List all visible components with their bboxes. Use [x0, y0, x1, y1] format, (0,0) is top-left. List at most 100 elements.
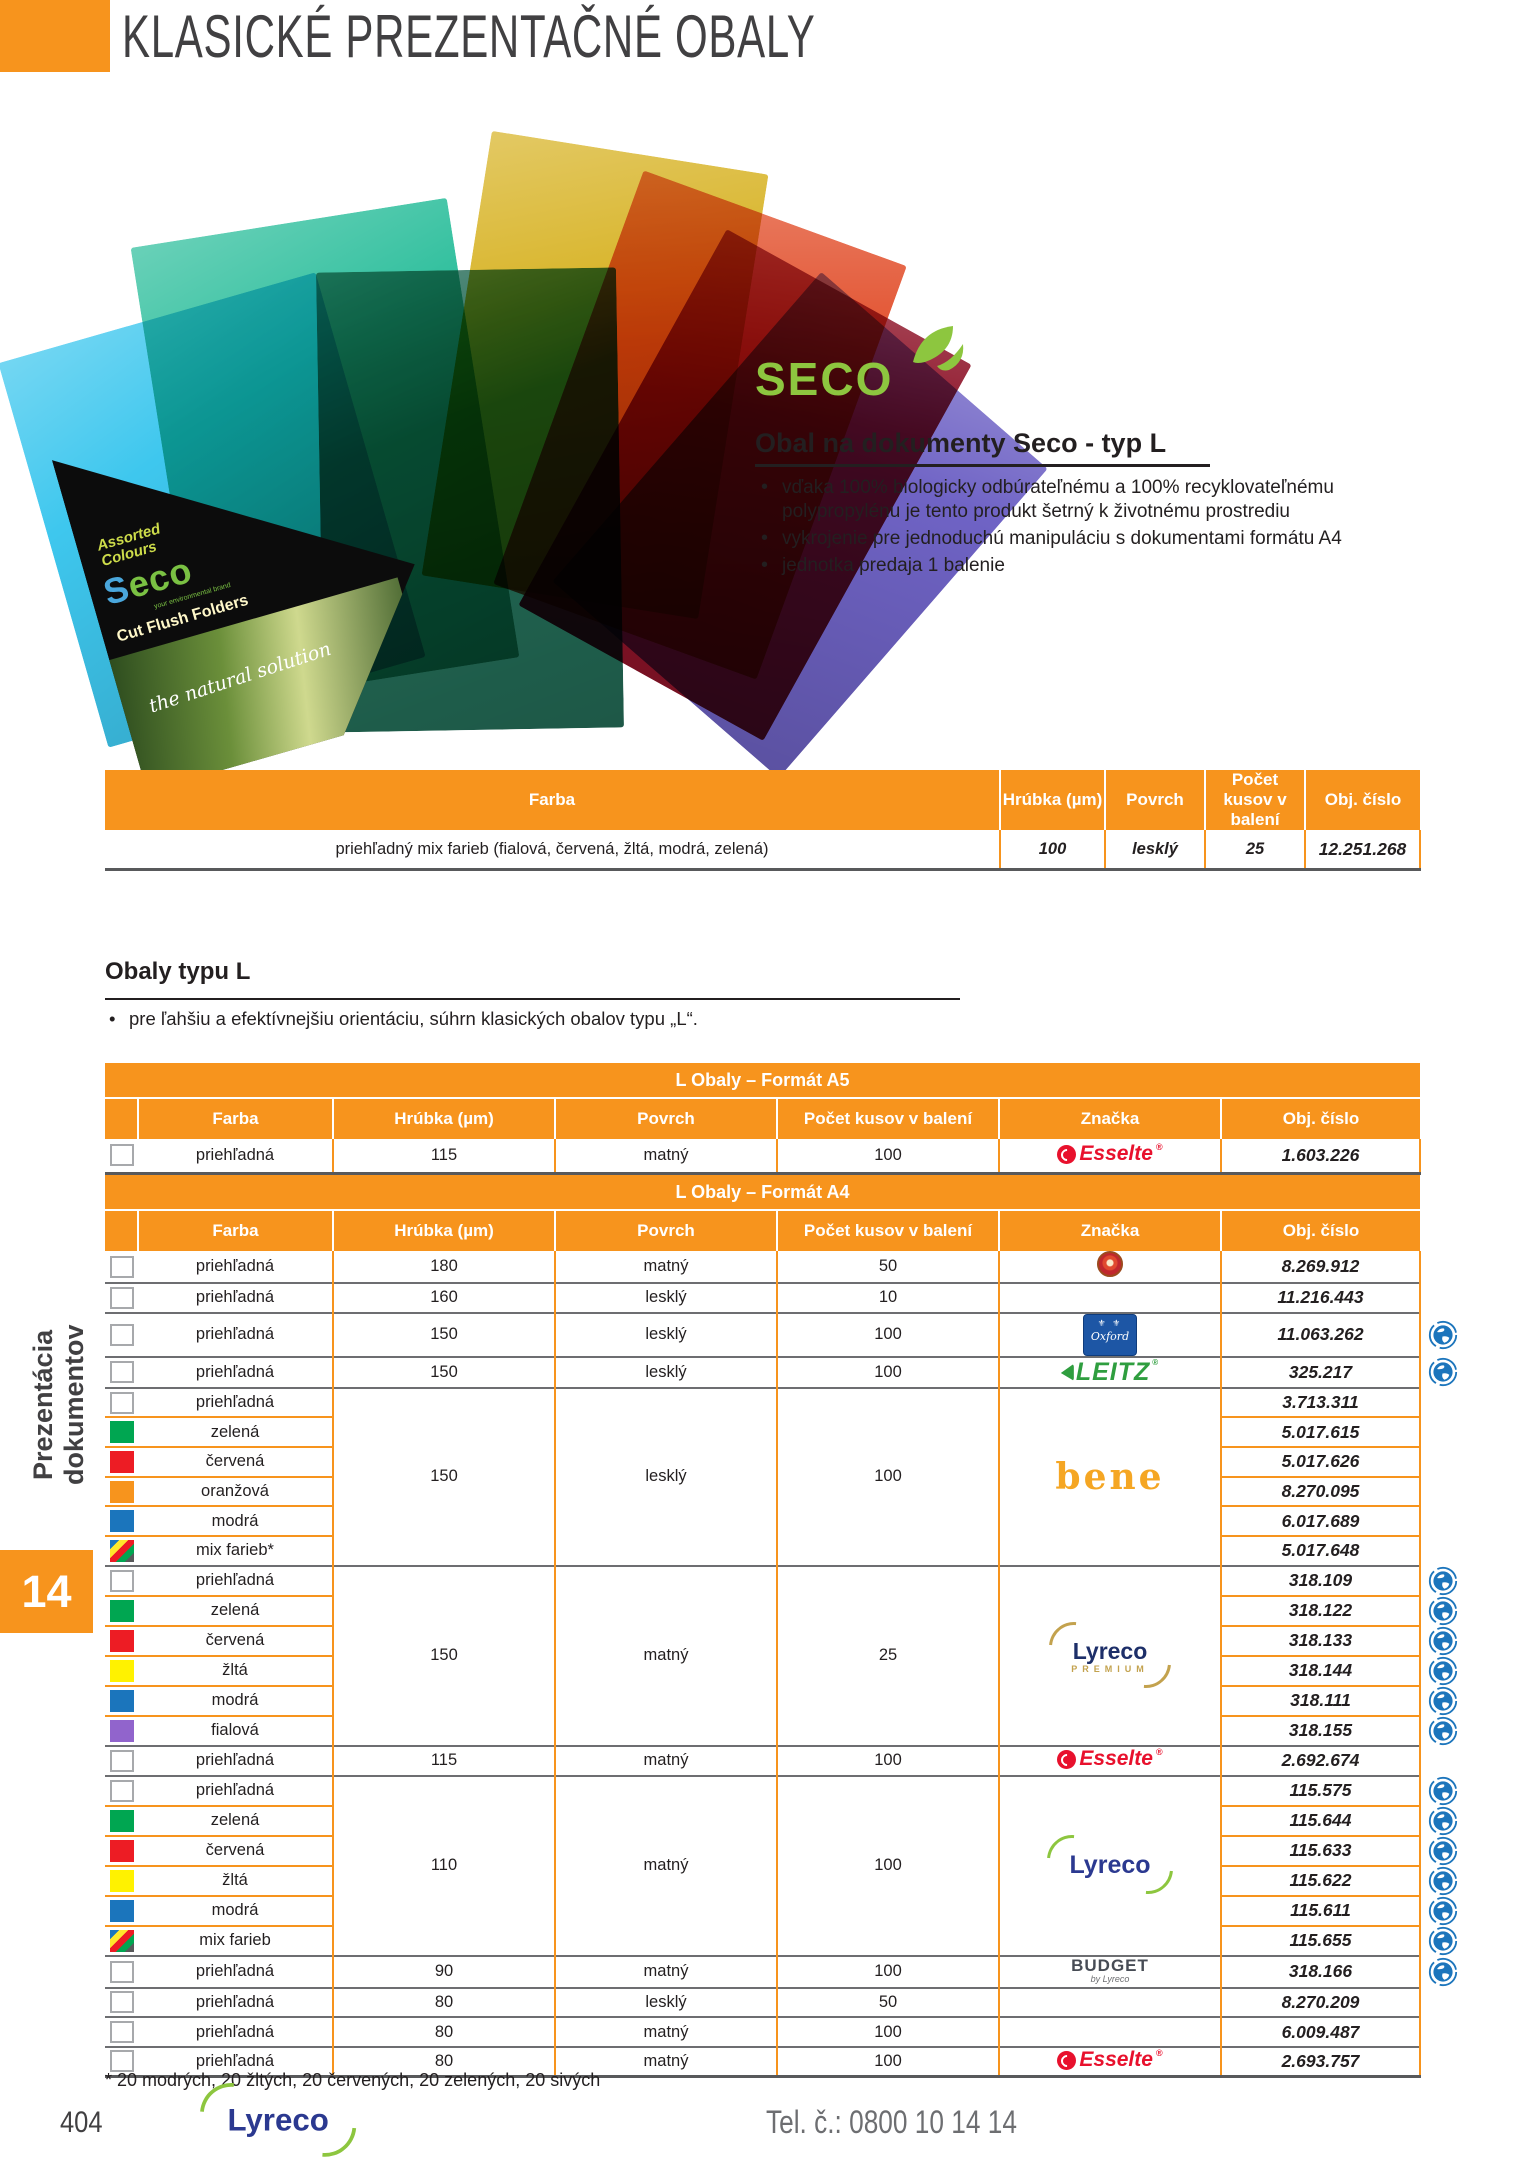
hrubka-cell: 100	[999, 830, 1105, 871]
swatch-cell	[105, 1505, 138, 1537]
table-row: červená 318.133	[105, 1624, 1465, 1656]
table-title-bar: L Obaly – Formát A5	[105, 1063, 1420, 1099]
table-row: modrá 318.111	[105, 1684, 1465, 1716]
catalog-table: Farba Hrúbka (µm) Povrch Počet kusov v bale…	[105, 1099, 1465, 1175]
farba-cell: zelená	[138, 1594, 333, 1626]
table-row: priehľadná 90 matný 100 BUDGET by Lyreco 318.1…	[105, 1954, 1465, 1988]
pocet-cell: 100	[776, 2016, 999, 2047]
table-row: priehľadná 160 lesklý 10 11.216.443	[105, 1282, 1465, 1313]
table-row: priehľadná 150 lesklý 100 LEITZ ® 325.217	[105, 1355, 1465, 1388]
seco-table-grid: Farba Hrúbka (µm) Povrch Počet kusov v b…	[105, 770, 1421, 871]
product-photo: Assorted Colours Seco your environmental …	[0, 130, 1048, 740]
pocet-cell: 100	[776, 2045, 999, 2079]
sidebar-category-label: Prezentácia dokumentov	[28, 1324, 89, 1485]
oxford-crest-icon: ⚜ ⚜	[1097, 1317, 1123, 1328]
swatch-cell	[105, 1744, 138, 1776]
color-swatch-white	[109, 1569, 134, 1592]
table-row: priehľadná 150 matný 25 Lyreco PREMIUM 318.109	[105, 1564, 1465, 1746]
farba-cell: priehľadná	[138, 2045, 333, 2079]
eco-globe-icon	[1428, 1806, 1458, 1835]
table-row: priehľadná 115 matný 100 Esselte ® 2.692.674	[105, 1744, 1465, 1776]
znacka-cell: BUDGET by Lyreco	[998, 1954, 1221, 1988]
obj-cell: 318.109	[1220, 1564, 1421, 1596]
col-header-4: Značka	[998, 1099, 1221, 1139]
obj-cell: 115.633	[1220, 1834, 1421, 1866]
hrubka-cell: 110	[332, 1774, 555, 1956]
eco-cell	[1420, 1536, 1465, 1566]
product-bullet: vďaka 100% biologicky odbúrateľnému a 10…	[755, 475, 1445, 524]
pocet-cell: 100	[776, 1954, 999, 1988]
color-swatch-purple	[109, 1719, 134, 1742]
znacka-cell: Esselte ®	[998, 1139, 1221, 1175]
swatch-cell	[105, 1311, 138, 1357]
swatch-cell	[105, 1251, 138, 1283]
table-row: modrá 115.611	[105, 1894, 1465, 1926]
farba-cell: mix farieb*	[138, 1535, 333, 1566]
obj-cell: 115.655	[1220, 1924, 1421, 1956]
col-header-2: Povrch	[554, 1211, 777, 1251]
znacka-cell: Lyreco PREMIUM	[998, 1564, 1221, 1746]
table-row: priehľadná 150 lesklý 100 bene 3.713.311	[105, 1386, 1465, 1566]
eco-globe-icon	[1428, 1686, 1458, 1715]
pocet-cell: 100	[776, 1744, 999, 1776]
col-header-1: Hrúbka (µm)	[332, 1211, 555, 1251]
pocet-cell: 100	[776, 1139, 999, 1175]
povrch-cell: matný	[554, 1139, 777, 1175]
znacka-cell: Lyreco	[998, 1774, 1221, 1956]
eco-cell	[1420, 1626, 1465, 1656]
table-row: zelená 115.644	[105, 1804, 1465, 1836]
farba-cell: modrá	[138, 1894, 333, 1926]
esselte-logo: Esselte ®	[1057, 1748, 1163, 1772]
section-bullet: pre ľahšiu a efektívnejšiu orientáciu, s…	[105, 1008, 698, 1030]
col-header-2: Povrch	[554, 1099, 777, 1139]
seco-leaf-icon	[913, 326, 964, 371]
col-header-0: Farba	[137, 1211, 333, 1251]
obj-cell: 6.017.689	[1220, 1505, 1421, 1537]
page-title: KLASICKÉ PREZENTAČNÉ OBALY	[122, 3, 816, 70]
color-swatch-green	[109, 1809, 134, 1832]
eco-cell	[1420, 1746, 1465, 1776]
hrubka-cell: 80	[332, 1986, 555, 2018]
pocet-cell: 50	[776, 1251, 999, 1283]
obj-cell: 318.144	[1220, 1654, 1421, 1686]
lyreco-swoosh-icon	[1112, 1833, 1183, 1905]
hrubka-cell: 150	[332, 1355, 555, 1388]
footer-phone: Tel. č.: 0800 10 14 14	[766, 2104, 1017, 2140]
eco-cell	[1420, 1656, 1465, 1686]
farba-cell: priehľadná	[138, 1954, 333, 1988]
eco-cell	[1420, 2017, 1465, 2047]
col-header-pocet: Počet kusov v balení	[1204, 770, 1305, 830]
lyreco-logo: Lyreco	[1037, 1824, 1183, 1905]
swatch-cell	[105, 1416, 138, 1448]
table-row: priehľadná 115 matný 100 Esselte ® 1.603.226	[105, 1139, 1465, 1175]
color-swatch-red	[109, 1629, 134, 1652]
table-row: modrá 6.017.689	[105, 1505, 1465, 1537]
znacka-cell: bene	[998, 1386, 1221, 1566]
farba-cell: modrá	[138, 1505, 333, 1537]
pocet-cell: 100	[776, 1355, 999, 1388]
table-row: fialová 318.155	[105, 1714, 1465, 1746]
znacka-cell	[998, 1282, 1221, 1313]
eco-cell	[1420, 1686, 1465, 1716]
eco-globe-icon	[1428, 1716, 1458, 1745]
product-title: Obal na dokumenty Seco - typ L	[755, 428, 1210, 467]
swatch-cell	[105, 1864, 138, 1896]
swatch-cell	[105, 2045, 138, 2079]
farba-cell: priehľadná	[138, 1986, 333, 2018]
hrubka-cell: 80	[332, 2045, 555, 2079]
esselte-mark-icon	[1057, 1749, 1077, 1769]
eco-globe-icon	[1428, 1626, 1458, 1655]
leitz-logo: LEITZ ®	[1060, 1359, 1159, 1387]
eco-col-header	[1420, 1099, 1465, 1139]
esselte-logo: Esselte ®	[1057, 1142, 1163, 1166]
eco-globe-icon	[1428, 1896, 1458, 1925]
farba-cell: zelená	[138, 1804, 333, 1836]
swatch-cell	[105, 1355, 138, 1388]
col-header-4: Značka	[998, 1211, 1221, 1251]
povrch-cell: lesklý	[1104, 830, 1205, 871]
znacka-cell: Esselte ®	[998, 1744, 1221, 1776]
table-row: priehľadná 80 lesklý 50 8.270.209	[105, 1986, 1465, 2018]
eco-cell	[1420, 1956, 1465, 1988]
eco-globe-icon	[1428, 1776, 1458, 1805]
color-swatch-mix	[109, 1539, 134, 1562]
